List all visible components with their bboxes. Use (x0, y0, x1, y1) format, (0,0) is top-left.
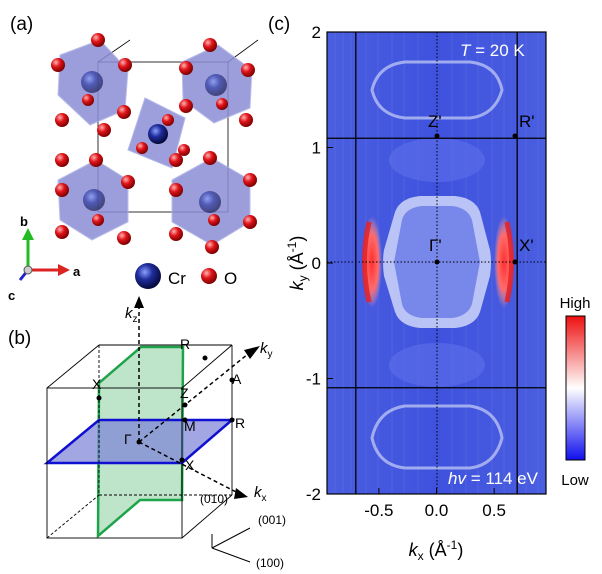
y-tick-label: -2 (306, 485, 321, 504)
point-R-side: R (235, 415, 245, 431)
fermi-surface-contours (370, 60, 504, 470)
panel-label-a: (a) (10, 14, 34, 35)
oxygen-atoms (51, 33, 257, 254)
temperature-label: T = 20 K (460, 41, 525, 60)
panel-label-c: (c) (268, 14, 291, 35)
colorbar: High Low (560, 295, 591, 489)
red-intensity-arcs (362, 216, 514, 308)
point-Gp-dot (434, 259, 440, 265)
bz-points (96, 355, 235, 463)
point-Zp-dot (434, 133, 440, 139)
legend-o-label: O (224, 269, 237, 288)
octahedron-top-right (181, 44, 253, 124)
label-Gp: Γ' (429, 236, 442, 255)
x-tick-label: -0.5 (364, 501, 393, 520)
octahedron-bottom-left (57, 159, 129, 241)
atom-legend: Cr O (135, 263, 237, 289)
panel-label-b: (b) (8, 328, 32, 349)
label-Xp: X' (519, 236, 534, 255)
colorbar-low-label: Low (561, 472, 589, 489)
lattice-axes: b a c (8, 214, 81, 303)
label-Zp: Z' (428, 112, 442, 131)
axis-c-label: c (8, 288, 15, 303)
point-A: A (232, 371, 242, 387)
arpes-map: Z' R' Γ' X' T = 20 K hv = 114 eV -0.5 0.0… (285, 23, 547, 563)
y-tick-label: 2 (312, 23, 321, 42)
direction-010: (010) (200, 492, 228, 506)
photon-energy-label: hv = 114 eV (448, 469, 539, 488)
point-R-top: R (180, 336, 190, 352)
colorbar-high-label: High (560, 295, 591, 312)
point-Z: Z (180, 385, 189, 401)
axis-kz: kz (125, 305, 138, 325)
y-axis-label: ky (Å-1) (285, 236, 310, 291)
y-tick-label: 1 (312, 139, 321, 158)
x-tick-label: 0.5 (482, 501, 506, 520)
crystal-structure: b a c Cr O (8, 33, 259, 303)
legend-cr-label: Cr (168, 269, 186, 288)
point-Xp-dot (512, 259, 518, 265)
direction-001: (001) (258, 513, 286, 527)
direction-axes (211, 527, 251, 563)
colorbar-gradient (565, 315, 586, 461)
axis-a-label: a (73, 264, 81, 279)
o-atom-icon (201, 268, 217, 284)
bz-axes (138, 305, 249, 495)
label-Rp: R' (519, 112, 535, 131)
bz-cube (46, 344, 233, 539)
axis-kx: kx (254, 484, 267, 504)
point-Rp-dot (512, 133, 518, 139)
cr-atom-icon (135, 263, 161, 289)
brillouin-zone: kz ky kx R A Z X M R Γ X (010) (001) (10… (43, 296, 286, 570)
axis-ky: ky (260, 340, 273, 360)
axis-b-label: b (20, 214, 28, 229)
y-tick-label: 0 (312, 254, 321, 273)
point-X-bottom: X (185, 457, 195, 473)
x-axis-label: kx (Å-1) (409, 538, 464, 563)
point-X-top: X (92, 376, 102, 392)
point-Gamma: Γ (124, 431, 132, 447)
direction-100: (100) (256, 556, 284, 570)
y-tick-label: -1 (306, 370, 321, 389)
x-tick-label: 0.0 (425, 501, 449, 520)
octahedron-bottom-right (171, 157, 251, 246)
point-M: M (184, 418, 196, 434)
